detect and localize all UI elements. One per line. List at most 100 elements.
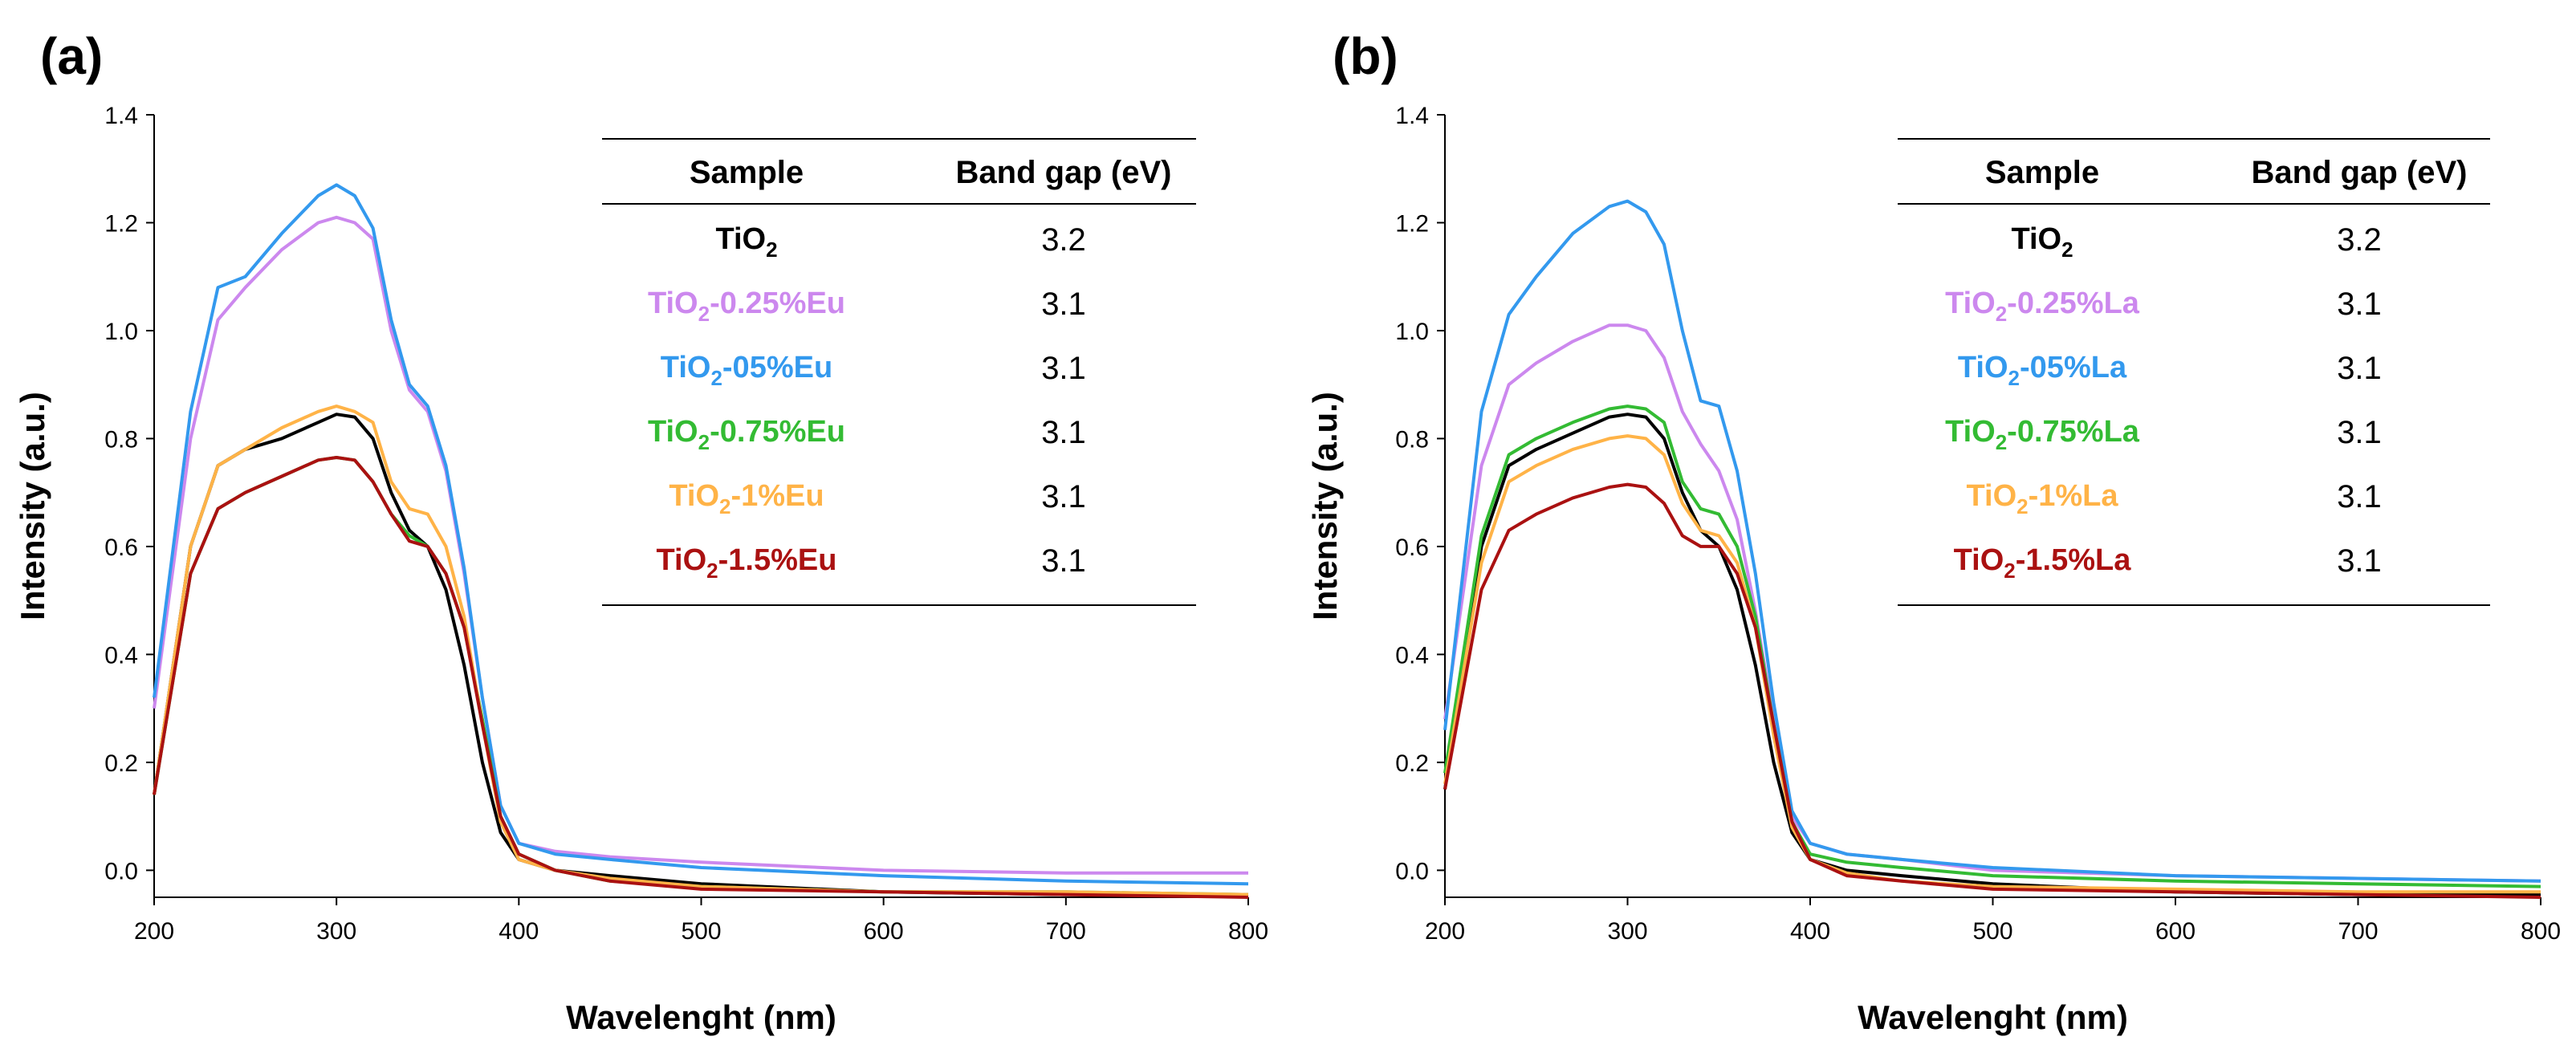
sample-name-main: TiO — [657, 543, 707, 577]
sample-name-suffix: -0.25%La — [2007, 287, 2140, 320]
x-tick-label: 300 — [1607, 918, 1647, 945]
series-line-2 — [153, 183, 1249, 886]
sample-name-main: TiO — [648, 415, 698, 449]
sample-name-subscript: 2 — [706, 559, 718, 583]
x-tick-label: 400 — [1790, 918, 1830, 945]
series-line-2 — [1443, 199, 2541, 883]
series-line-3 — [153, 456, 1249, 896]
table-band-gap-value: 3.1 — [2337, 351, 2382, 386]
y-tick-label: 0.2 — [1395, 750, 1429, 777]
x-tick-label: 500 — [1972, 918, 2012, 945]
y-tick-label: 1.4 — [1395, 103, 1429, 129]
chart-panel-b: (b) 0.0 0.2 0.4 0.6 0.8 1.0 1.2 1.4 200 300 400 500 6… — [1306, 27, 2561, 1036]
sample-name-main: TiO — [669, 479, 719, 513]
x-tick-label: 800 — [1228, 918, 1268, 945]
sample-name-subscript: 2 — [710, 366, 722, 390]
table-sample-name: TiO2-1.5%La — [1954, 543, 2132, 583]
sample-name-main: TiO — [2011, 222, 2061, 256]
x-tick-label: 200 — [134, 918, 174, 945]
sample-name-suffix: -1%Eu — [730, 479, 824, 513]
x-axis-title: Wavelenght (nm) — [566, 998, 836, 1036]
x-tick-label: 800 — [2521, 918, 2561, 945]
sample-name-main: TiO — [1945, 287, 1996, 320]
table-sample-name: TiO2-0.75%La — [1945, 415, 2140, 454]
table-band-gap-value: 3.1 — [2337, 479, 2382, 514]
y-axis-title: Intensity (a.u.) — [14, 392, 51, 620]
sample-name-suffix: -0.75%La — [2007, 415, 2140, 449]
table-sample-name: TiO2​ — [2011, 222, 2073, 262]
table-header-band-gap: Band gap (eV) — [2252, 155, 2468, 190]
y-tick-label: 0.6 — [104, 535, 138, 561]
y-tick-label: 0.6 — [1395, 535, 1429, 561]
table-band-gap-value: 3.1 — [1041, 479, 1086, 514]
x-tick-label: 500 — [681, 918, 721, 945]
table-sample-name: TiO2-0.75%Eu — [648, 415, 845, 454]
table-sample-name: TiO2-05%Eu — [661, 351, 832, 390]
sample-name-suffix: -0.25%Eu — [710, 287, 845, 320]
sample-name-main: TiO — [715, 222, 766, 256]
table-band-gap-value: 3.1 — [2337, 287, 2382, 322]
table-sample-name: TiO2-05%La — [1958, 351, 2127, 390]
sample-name-main: TiO — [1958, 351, 2008, 384]
sample-name-subscript: 2 — [1996, 430, 2007, 454]
table-sample-name: TiO2-1%La — [1966, 479, 2118, 518]
sample-name-subscript: 2 — [2061, 238, 2073, 262]
x-tick-label: 700 — [1046, 918, 1086, 945]
table-band-gap-value: 3.1 — [1041, 543, 1086, 579]
sample-name-subscript: 2 — [719, 494, 730, 518]
table-band-gap-value: 3.1 — [1041, 415, 1086, 450]
sample-name-suffix: -05%La — [2020, 351, 2127, 384]
table-band-gap-value: 3.1 — [2337, 415, 2382, 450]
table-band-gap-value: 3.2 — [1041, 222, 1086, 258]
chart-panel-a: (a) 0.0 0.2 0.4 0.6 0.8 1.0 1.2 1.4 200 300 400 500 6… — [14, 27, 1268, 1036]
table-band-gap-value: 3.1 — [1041, 351, 1086, 386]
y-tick-label: 1.4 — [104, 103, 138, 129]
x-tick-label: 600 — [864, 918, 904, 945]
y-tick-label: 1.2 — [1395, 210, 1429, 237]
x-tick-label: 600 — [2155, 918, 2196, 945]
sample-name-suffix: -05%Eu — [722, 351, 832, 384]
table-sample-name: TiO2-0.25%Eu — [648, 287, 845, 326]
table-header-sample: Sample — [1985, 155, 2099, 190]
table-band-gap-value: 3.1 — [2337, 543, 2382, 579]
x-tick-label: 700 — [2338, 918, 2378, 945]
sample-name-main: TiO — [648, 287, 698, 320]
panel-label: (a) — [40, 27, 103, 85]
sample-name-subscript: 2 — [2004, 559, 2015, 583]
x-axis-title: Wavelenght (nm) — [1858, 998, 2128, 1036]
table-sample-name: TiO2-1.5%Eu — [657, 543, 837, 583]
sample-name-subscript: 2 — [2008, 366, 2020, 390]
series-line-4 — [153, 405, 1249, 896]
series-line-5 — [1443, 482, 2541, 899]
sample-name-suffix: -1.5%Eu — [718, 543, 837, 577]
table-header-sample: Sample — [690, 155, 804, 190]
panel-label: (b) — [1333, 27, 1398, 85]
y-tick-label: 0.8 — [1395, 426, 1429, 453]
sample-name-suffix: -1%La — [2029, 479, 2119, 513]
table-sample-name: TiO2-1%Eu — [669, 479, 824, 518]
x-tick-label: 200 — [1425, 918, 1465, 945]
y-tick-label: 0.0 — [1395, 858, 1429, 884]
y-tick-label: 1.0 — [1395, 319, 1429, 345]
y-tick-label: 0.0 — [104, 858, 138, 884]
sample-name-subscript: 2 — [2016, 494, 2028, 518]
sample-name-main: TiO — [1945, 415, 1996, 449]
series-line-5 — [153, 456, 1249, 899]
table-sample-name: TiO2-0.25%La — [1945, 287, 2140, 326]
sample-name-subscript: 2 — [698, 302, 710, 326]
sample-name-suffix: -1.5%La — [2016, 543, 2131, 577]
x-tick-label: 300 — [316, 918, 356, 945]
sample-name-subscript: 2 — [766, 238, 777, 262]
table-sample-name: TiO2​ — [715, 222, 777, 262]
y-tick-label: 0.4 — [104, 642, 138, 669]
sample-name-main: TiO — [1954, 543, 2004, 577]
y-axis-title: Intensity (a.u.) — [1306, 392, 1344, 620]
sample-name-suffix: -0.75%Eu — [710, 415, 845, 449]
y-tick-label: 0.4 — [1395, 642, 1429, 669]
series-line-3 — [1443, 405, 2541, 888]
table-header-band-gap: Band gap (eV) — [956, 155, 1172, 190]
y-tick-label: 0.8 — [104, 426, 138, 453]
